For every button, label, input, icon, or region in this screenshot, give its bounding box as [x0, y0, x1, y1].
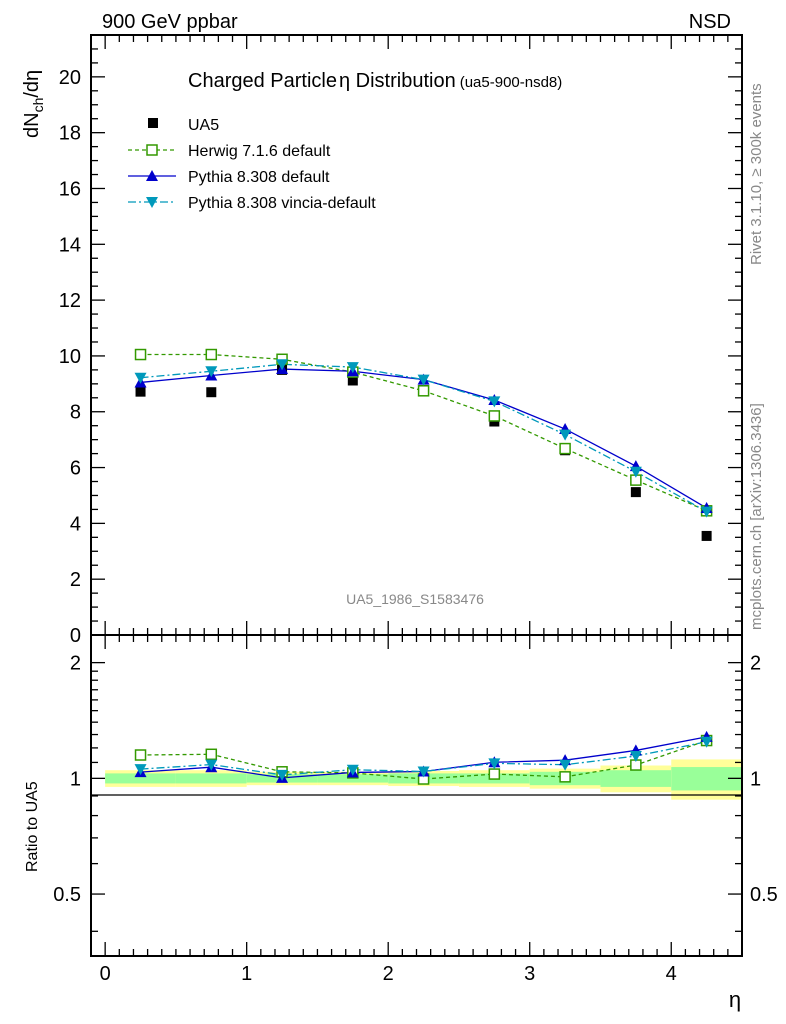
chart-title: Charged Particle η Distribution (ua5-900-n… [188, 70, 562, 92]
ratio-y-tick-label: 0.5 [53, 884, 81, 906]
legend-entry-pythia: Pythia 8.308 default [128, 169, 330, 186]
main-y-tick-label: 12 [59, 290, 81, 312]
ratio-y-tick-label-right: 0.5 [750, 884, 778, 906]
ratio-series-point [134, 764, 147, 776]
chart-subtitle: (ua5-900-nsd8) [460, 74, 563, 91]
ratio-band-green [105, 773, 176, 784]
main-y-tick-label: 4 [70, 513, 81, 535]
ratio-series-point [276, 769, 289, 781]
ratio-series-point [205, 759, 218, 771]
ratio-band-green [175, 773, 247, 784]
ratio-y-tick-label-right: 2 [750, 653, 761, 675]
main-y-tick-label: 8 [70, 402, 81, 424]
x-tick-label: 2 [383, 963, 394, 985]
mcplots-label: mcplots.cern.ch [arXiv:1306.3436] [748, 403, 765, 630]
y-axis-label-main: dN [21, 112, 43, 138]
y-axis-label-sub: ch [30, 98, 46, 113]
main-y-tick-label: 0 [70, 625, 81, 647]
rivet-info-label: Rivet 3.1.10, ≥ 300k events [748, 83, 765, 265]
main-y-tick-label: 2 [70, 569, 81, 591]
main-y-tick-label: 18 [59, 123, 81, 145]
main-series-point [629, 466, 642, 478]
main-series-point [417, 374, 430, 386]
main-series-point [700, 506, 713, 518]
ratio-panel: 0.5 0.5 1 1 2 2 0 1 2 3 4 Ratio to UA5 η [24, 634, 778, 1012]
main-series-point [134, 372, 147, 384]
header-left-label: 900 GeV ppbar [102, 11, 238, 33]
ratio-y-tick-label: 1 [70, 768, 81, 790]
main-panel: 0 2 4 6 8 10 12 14 16 18 20 Charged Particle η Dist… [21, 34, 743, 647]
chart-title-suffix: Distribution [350, 70, 456, 92]
x-tick-label: 0 [100, 963, 111, 985]
main-series-point [205, 348, 218, 361]
header-right-label: NSD [689, 11, 731, 33]
main-y-tick-label: 14 [59, 234, 81, 256]
legend-marker-ua5 [148, 118, 158, 128]
main-series-point [701, 530, 712, 541]
main-series-point [205, 366, 218, 378]
ratio-y-tick-label: 2 [70, 653, 81, 675]
ratio-series-point [700, 736, 713, 748]
x-tick-label: 3 [524, 963, 535, 985]
legend: UA5 Herwig 7.1.6 default Pythia 8.308 de… [128, 117, 376, 212]
legend-entry-ua5: UA5 [148, 117, 219, 134]
chart-title-text: Charged Particle [188, 70, 337, 92]
main-series-point [488, 396, 501, 408]
ratio-series-point [488, 768, 501, 780]
chart-title-symbol: η [339, 70, 350, 92]
x-tick-label: 1 [241, 963, 252, 985]
main-series-point [417, 385, 430, 397]
ratio-series-point [346, 764, 359, 776]
ratio-y-axis-label: Ratio to UA5 [24, 781, 41, 872]
legend-label-vincia: Pythia 8.308 vincia-default [188, 195, 376, 212]
ratio-series-point [629, 751, 642, 763]
main-axis-ticks: 0 2 4 6 8 10 12 14 16 18 20 [59, 35, 743, 647]
ratio-y-tick-label-right: 1 [750, 768, 761, 790]
ratio-series-point [205, 748, 218, 761]
main-y-tick-label: 10 [59, 346, 81, 368]
main-series-point [630, 487, 641, 498]
legend-marker-vincia [146, 197, 158, 208]
legend-label-ua5: UA5 [188, 117, 219, 134]
main-y-tick-label: 6 [70, 458, 81, 480]
main-series-point [135, 386, 146, 397]
main-series-point [134, 348, 147, 361]
legend-entry-herwig: Herwig 7.1.6 default [128, 143, 331, 160]
ratio-series-point [417, 766, 430, 778]
x-tick-label: 4 [666, 963, 677, 985]
legend-label-pythia: Pythia 8.308 default [188, 169, 330, 186]
y-axis-label-tail: /dη [21, 70, 43, 98]
analysis-watermark: UA5_1986_S1583476 [346, 591, 484, 607]
main-y-tick-label: 16 [59, 178, 81, 200]
ratio-series-point [488, 758, 501, 770]
ratio-series-point [134, 749, 147, 761]
main-series-point [206, 387, 217, 398]
main-series-point [488, 410, 501, 422]
main-series-point [276, 359, 289, 371]
legend-marker-pythia [146, 170, 158, 181]
main-series-point [559, 442, 571, 455]
main-series-point [347, 375, 358, 386]
legend-entry-vincia: Pythia 8.308 vincia-default [128, 195, 376, 212]
ratio-series-group [134, 730, 713, 785]
legend-label-herwig: Herwig 7.1.6 default [188, 143, 331, 160]
ratio-series-point [559, 759, 572, 771]
legend-marker-herwig [146, 144, 158, 156]
main-series-group [134, 348, 713, 541]
main-y-axis-label: dNch/dη [21, 70, 46, 138]
x-axis-label: η [729, 987, 741, 1012]
ratio-series-point [559, 771, 571, 783]
ratio-band-green [600, 770, 672, 787]
main-series-point [559, 429, 572, 441]
ratio-axis-ticks: 0.5 0.5 1 1 2 2 0 1 2 3 4 [53, 635, 778, 985]
main-y-tick-label: 20 [59, 67, 81, 89]
main-series-line [140, 353, 707, 512]
main-series-point [346, 362, 359, 374]
ratio-band-green [671, 767, 742, 791]
